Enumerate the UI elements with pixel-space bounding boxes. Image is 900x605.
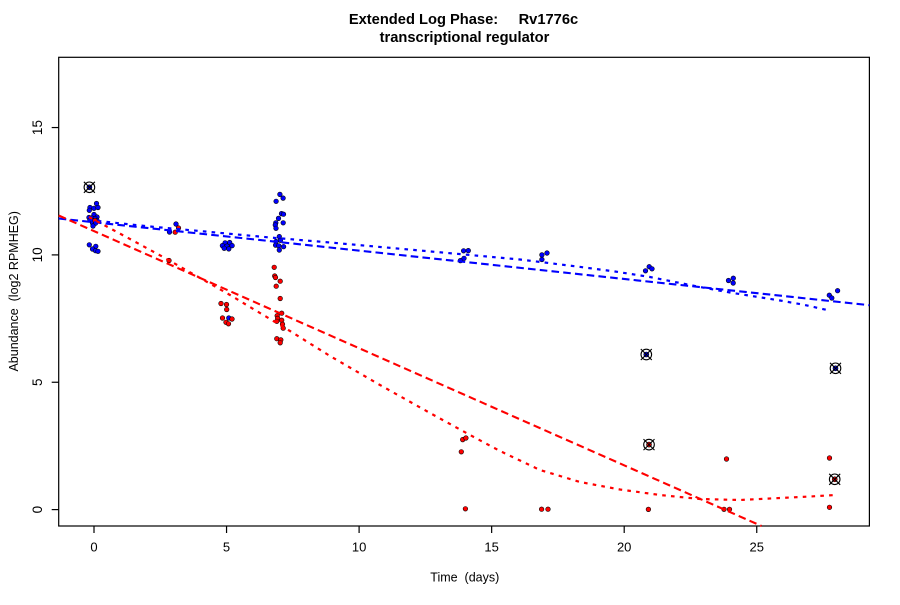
svg-text:0: 0 bbox=[90, 540, 97, 555]
svg-text:25: 25 bbox=[750, 540, 764, 555]
svg-text:15: 15 bbox=[30, 120, 45, 135]
svg-text:15: 15 bbox=[484, 540, 498, 555]
svg-text:Abundance (log2 RPMHEG): Abundance (log2 RPMHEG) bbox=[7, 211, 21, 372]
svg-text:5: 5 bbox=[30, 378, 45, 386]
svg-text:20: 20 bbox=[617, 540, 631, 555]
svg-text:Extended Log Phase: Rv1776: Extended Log Phase: Rv1776c bbox=[349, 12, 578, 28]
svg-text:10: 10 bbox=[30, 247, 45, 262]
svg-text:0: 0 bbox=[30, 506, 45, 514]
svg-text:Time (days): Time (days) bbox=[430, 571, 499, 585]
svg-text:10: 10 bbox=[352, 540, 366, 555]
svg-text:5: 5 bbox=[223, 540, 230, 555]
svg-text:transcriptional regulator: transcriptional regulator bbox=[380, 30, 550, 46]
